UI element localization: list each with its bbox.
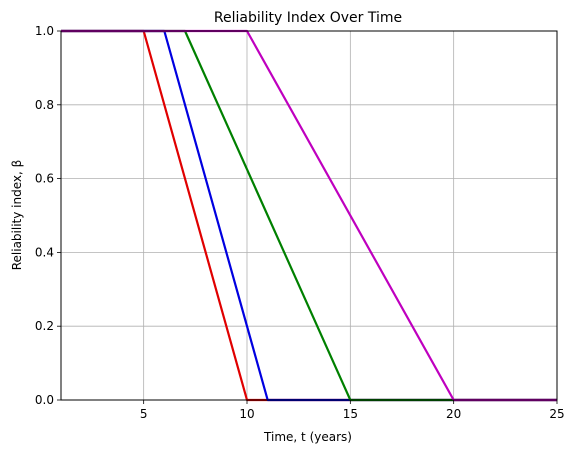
y-tick-label: 0.8 bbox=[35, 98, 54, 112]
x-tick-label: 15 bbox=[343, 407, 358, 421]
x-tick-label: 20 bbox=[446, 407, 461, 421]
series-line-4 bbox=[61, 29, 557, 402]
grid-lines bbox=[61, 30, 558, 401]
y-tick-label: 0.2 bbox=[35, 319, 54, 333]
y-tick-label: 0.0 bbox=[35, 393, 54, 407]
y-axis-label: Reliability index, β bbox=[10, 160, 24, 271]
y-tick-label: 0.4 bbox=[35, 245, 54, 259]
series-lines bbox=[61, 29, 557, 402]
x-tick-label: 10 bbox=[239, 407, 254, 421]
y-axis-ticks: 0.0 0.2 0.4 0.6 0.8 1.0 bbox=[35, 24, 61, 407]
y-tick-label: 0.6 bbox=[35, 172, 54, 186]
plot-frame bbox=[60, 30, 558, 401]
x-tick-label: 25 bbox=[549, 407, 564, 421]
series-line-2 bbox=[61, 29, 557, 402]
y-tick-label: 1.0 bbox=[35, 24, 54, 38]
series-line-1 bbox=[61, 29, 557, 402]
chart-title: Reliability Index Over Time bbox=[214, 10, 402, 26]
x-axis-label: Time, t (years) bbox=[263, 430, 352, 444]
x-axis-ticks: 5 10 15 20 25 bbox=[140, 400, 565, 421]
x-tick-label: 5 bbox=[140, 407, 148, 421]
series-line-3 bbox=[61, 29, 557, 402]
